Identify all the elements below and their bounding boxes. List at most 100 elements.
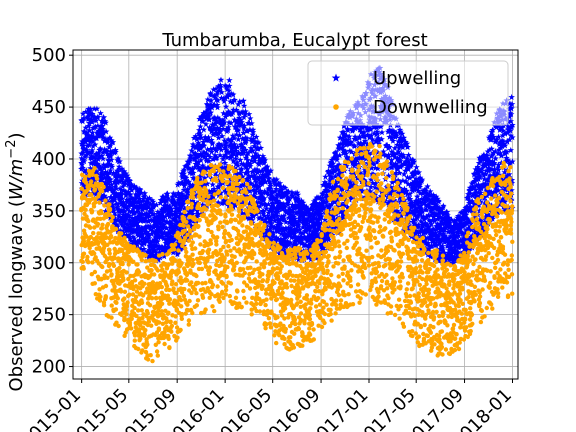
data-point	[508, 100, 516, 107]
data-point	[228, 136, 235, 143]
data-point	[210, 193, 217, 200]
data-point	[145, 233, 152, 240]
data-point	[361, 123, 368, 130]
data-point	[161, 224, 168, 231]
data-point	[432, 211, 440, 218]
data-point	[332, 148, 340, 155]
data-point	[454, 238, 462, 245]
data-point	[230, 91, 237, 98]
data-point	[98, 178, 106, 185]
data-point	[504, 172, 511, 179]
data-point	[361, 168, 369, 176]
data-point	[493, 123, 500, 130]
data-point	[225, 202, 232, 209]
data-point	[488, 189, 495, 196]
data-point	[495, 150, 502, 157]
data-point	[255, 199, 263, 206]
data-point	[249, 147, 257, 154]
data-point	[477, 217, 484, 224]
data-point	[103, 186, 110, 193]
data-point	[164, 190, 171, 197]
data-point	[100, 171, 107, 178]
data-point	[308, 205, 316, 212]
data-point	[342, 138, 349, 146]
data-point	[277, 220, 284, 227]
data-point	[224, 126, 232, 134]
data-point	[196, 126, 203, 133]
data-point	[123, 213, 130, 220]
data-point	[226, 82, 233, 89]
data-point	[114, 201, 122, 208]
data-point	[127, 322, 133, 328]
data-point	[217, 84, 224, 91]
data-point	[136, 269, 142, 275]
data-point	[488, 202, 495, 209]
data-point	[90, 154, 97, 161]
data-point	[244, 166, 251, 173]
data-point	[231, 96, 238, 103]
data-point	[368, 132, 375, 139]
data-point	[211, 101, 218, 108]
data-point	[160, 217, 168, 224]
data-point	[483, 152, 491, 159]
data-point	[343, 153, 350, 161]
data-point	[491, 175, 499, 182]
data-point	[196, 141, 203, 148]
data-point	[219, 155, 227, 162]
data-point	[337, 134, 344, 141]
data-point	[333, 156, 341, 163]
data-point	[324, 193, 332, 200]
data-point	[140, 348, 145, 353]
data-point	[261, 156, 268, 163]
data-point	[233, 151, 240, 158]
data-point	[233, 169, 241, 176]
data-point	[142, 281, 147, 286]
data-point	[476, 207, 483, 214]
data-point	[476, 174, 484, 181]
data-point	[81, 251, 87, 256]
data-point	[92, 157, 99, 164]
data-point	[85, 254, 90, 260]
data-point	[97, 165, 104, 172]
data-point	[168, 208, 175, 215]
data-point	[446, 224, 453, 231]
data-point	[229, 148, 236, 155]
data-point	[382, 152, 390, 159]
data-point	[340, 132, 348, 139]
data-point	[112, 255, 118, 261]
data-point	[128, 186, 135, 193]
data-point	[212, 170, 219, 177]
data-point	[399, 144, 406, 151]
data-point	[425, 217, 433, 224]
data-point	[323, 198, 331, 205]
data-point	[281, 184, 289, 191]
data-point	[81, 266, 86, 271]
data-point	[277, 248, 284, 255]
data-point	[143, 253, 148, 258]
data-point	[246, 174, 253, 181]
data-point	[104, 137, 111, 144]
data-point	[250, 135, 257, 142]
data-point	[213, 118, 221, 125]
data-point	[424, 239, 432, 246]
data-point	[194, 210, 201, 217]
data-point	[509, 158, 516, 165]
data-point	[408, 207, 416, 214]
data-point	[146, 213, 153, 220]
data-point	[304, 216, 311, 223]
data-point	[389, 179, 396, 186]
data-point	[248, 172, 256, 179]
data-point	[117, 234, 122, 239]
data-point	[80, 259, 85, 264]
data-point	[180, 198, 187, 205]
data-point	[241, 122, 248, 129]
data-point	[290, 222, 297, 229]
data-point	[267, 196, 275, 203]
data-point	[198, 151, 205, 158]
data-point	[196, 130, 204, 137]
data-point	[212, 145, 219, 152]
data-point	[408, 203, 415, 210]
data-point	[153, 296, 159, 301]
data-point	[131, 244, 137, 249]
data-point	[197, 123, 204, 130]
